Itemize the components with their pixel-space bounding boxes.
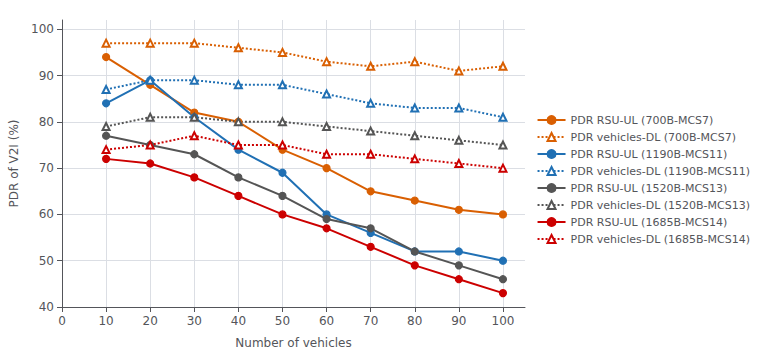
svg-text:PDR vehicles-DL (1190B-MCS11): PDR vehicles-DL (1190B-MCS11) [571, 165, 750, 178]
svg-text:PDR vehicles-DL (1685B-MCS14): PDR vehicles-DL (1685B-MCS14) [571, 233, 750, 246]
svg-text:Number of vehicles: Number of vehicles [235, 336, 351, 350]
svg-text:PDR RSU-UL (700B-MCS7): PDR RSU-UL (700B-MCS7) [571, 114, 714, 127]
svg-text:PDR of V2I (%): PDR of V2I (%) [7, 120, 21, 208]
svg-text:0: 0 [58, 314, 66, 328]
svg-text:100: 100 [31, 22, 54, 36]
svg-text:60: 60 [319, 314, 334, 328]
svg-text:PDR vehicles-DL (1520B-MCS13): PDR vehicles-DL (1520B-MCS13) [571, 199, 750, 212]
svg-text:30: 30 [187, 314, 202, 328]
svg-text:80: 80 [39, 115, 54, 129]
svg-text:60: 60 [39, 207, 54, 221]
svg-text:50: 50 [39, 254, 54, 268]
svg-text:PDR RSU-UL (1190B-MCS11): PDR RSU-UL (1190B-MCS11) [571, 148, 728, 161]
svg-text:100: 100 [491, 314, 514, 328]
svg-text:PDR RSU-UL (1685B-MCS14): PDR RSU-UL (1685B-MCS14) [571, 216, 728, 229]
svg-text:70: 70 [363, 314, 378, 328]
svg-text:40: 40 [231, 314, 246, 328]
svg-text:PDR vehicles-DL (700B-MCS7): PDR vehicles-DL (700B-MCS7) [571, 131, 736, 144]
svg-text:40: 40 [39, 300, 54, 314]
svg-text:20: 20 [143, 314, 158, 328]
svg-text:70: 70 [39, 161, 54, 175]
svg-text:90: 90 [451, 314, 466, 328]
svg-text:10: 10 [98, 314, 113, 328]
svg-text:80: 80 [407, 314, 422, 328]
svg-text:PDR RSU-UL (1520B-MCS13): PDR RSU-UL (1520B-MCS13) [571, 182, 728, 195]
svg-text:50: 50 [275, 314, 290, 328]
svg-text:90: 90 [39, 69, 54, 83]
